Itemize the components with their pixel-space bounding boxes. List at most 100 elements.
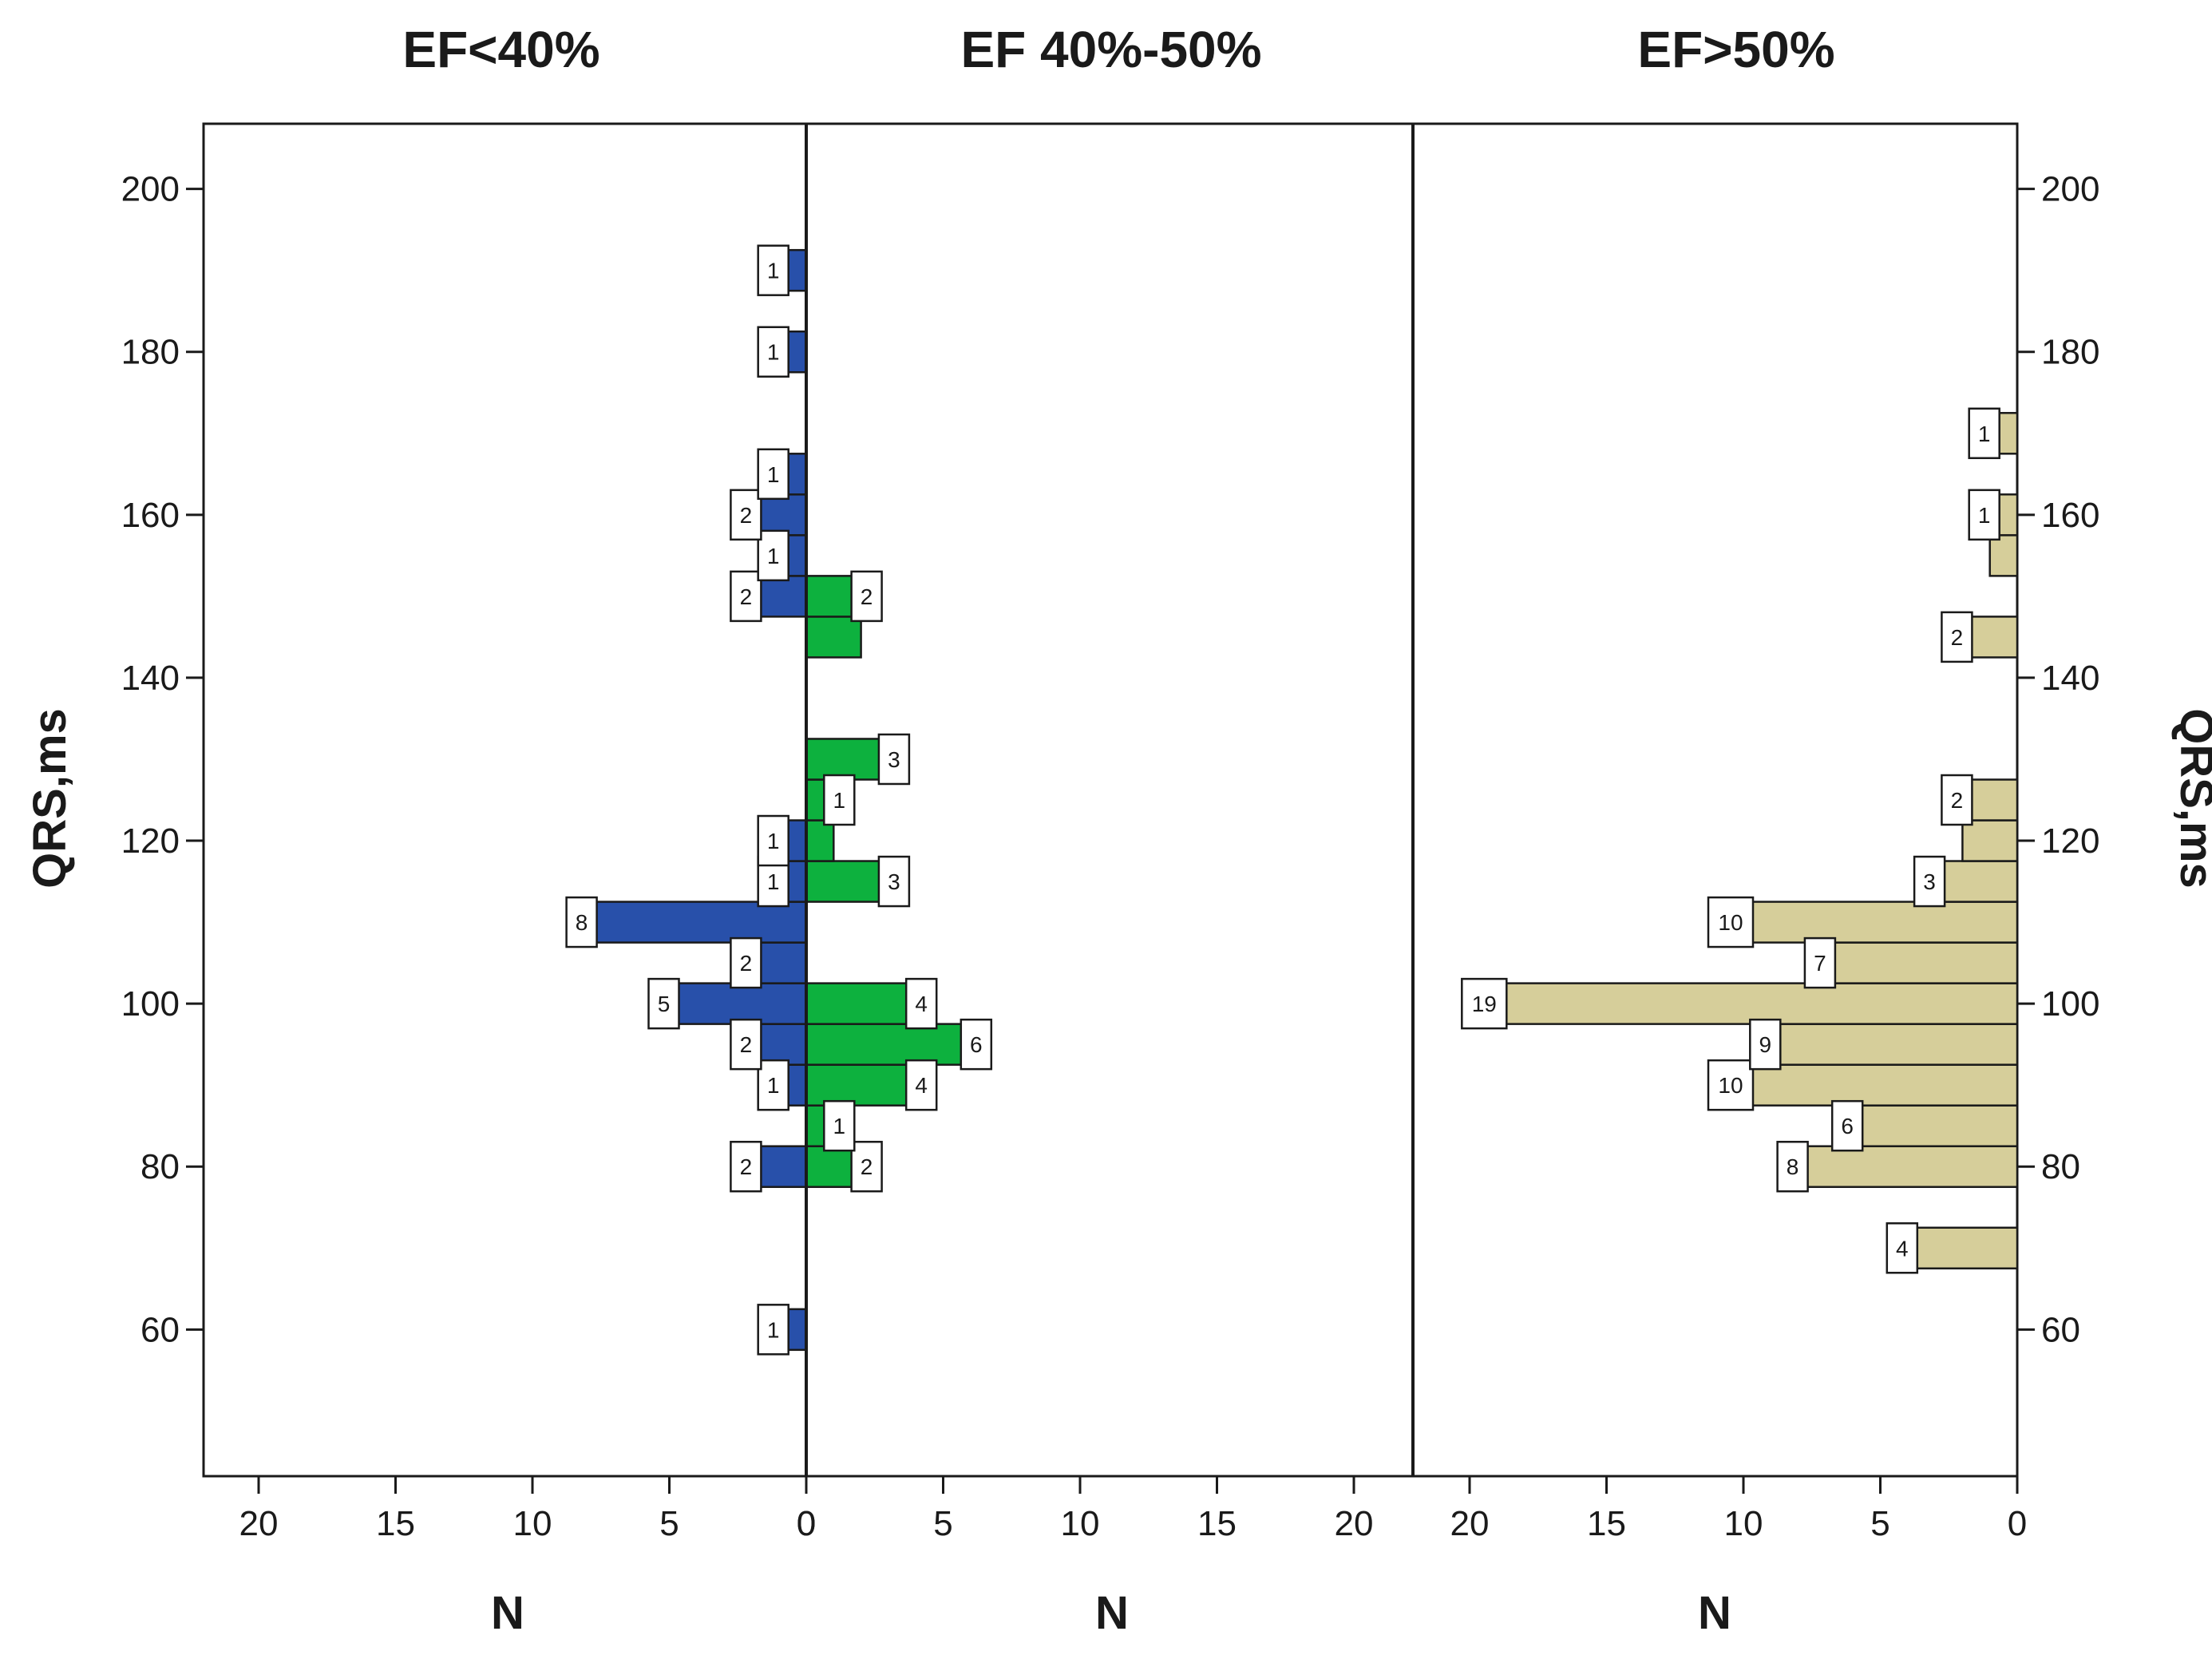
data-label-box <box>1749 1018 1782 1071</box>
data-label-box <box>757 448 789 501</box>
y-tick-label-right: 60 <box>2041 1310 2080 1349</box>
y-tick-label-left: 160 <box>121 496 180 535</box>
data-label-box <box>1941 774 1973 826</box>
data-label: 6 <box>1841 1114 1854 1138</box>
bar <box>1851 1104 2019 1147</box>
y-tick-label-left: 200 <box>121 170 180 209</box>
panel-title-ef-above-50: EF>50% <box>1637 21 1834 78</box>
data-label: 1 <box>767 259 780 283</box>
data-label: 10 <box>1718 910 1743 935</box>
data-label: 1 <box>767 869 780 894</box>
data-label-box <box>1913 855 1946 908</box>
data-label: 1 <box>767 1073 780 1098</box>
data-label-box <box>1830 1099 1864 1152</box>
x-tick-label: 20 <box>1335 1504 1374 1543</box>
bar <box>1770 1023 2019 1066</box>
y-tick-label-left: 60 <box>140 1310 180 1349</box>
data-label: 8 <box>1787 1154 1799 1179</box>
x-tick-label: 0 <box>797 1504 816 1543</box>
y-tick-label-right: 160 <box>2041 496 2099 535</box>
data-label: 7 <box>1814 951 1826 976</box>
data-label: 1 <box>767 1317 780 1342</box>
data-label: 9 <box>1759 1032 1772 1057</box>
data-label: 1 <box>1978 422 1991 446</box>
bar <box>805 738 890 781</box>
bar <box>1797 1145 2019 1188</box>
data-label-box <box>1707 1059 1755 1111</box>
x-tick-label: 15 <box>1587 1504 1626 1543</box>
bar <box>1742 901 2019 944</box>
data-label: 2 <box>740 1032 753 1057</box>
y-tick-label-right: 180 <box>2041 333 2099 372</box>
data-label: 2 <box>740 584 753 609</box>
data-label: 8 <box>576 910 588 935</box>
data-label-box <box>904 1059 938 1111</box>
data-label-box <box>1941 611 1973 663</box>
data-label-box <box>1707 896 1755 948</box>
bar <box>1933 860 2019 903</box>
x-tick-label: 15 <box>376 1504 415 1543</box>
x-tick-label: 10 <box>1061 1504 1100 1543</box>
y-tick-label-right: 200 <box>2041 170 2099 209</box>
data-label: 10 <box>1718 1073 1743 1098</box>
panel-title-ef-below-40: EF<40% <box>402 21 599 78</box>
bar <box>805 819 835 862</box>
data-label: 1 <box>767 462 780 487</box>
bar <box>1988 534 2019 577</box>
y-tick-label-right: 80 <box>2041 1147 2080 1186</box>
data-label: 5 <box>658 992 671 1016</box>
data-label: 4 <box>1896 1236 1909 1261</box>
data-label-box <box>730 1140 762 1193</box>
data-label: 2 <box>1951 788 1964 813</box>
bar <box>586 901 808 944</box>
data-label: 3 <box>1923 869 1936 894</box>
data-label-box <box>757 1059 789 1111</box>
data-label-box <box>565 896 598 948</box>
data-label-box <box>1461 977 1508 1030</box>
data-label-box <box>757 244 789 296</box>
data-label: 1 <box>833 1114 846 1138</box>
x-tick-label: 5 <box>1870 1504 1889 1543</box>
data-label-box <box>1776 1140 1809 1193</box>
data-label: 1 <box>767 340 780 365</box>
data-label-box <box>877 733 911 786</box>
data-label-box <box>757 1304 789 1356</box>
data-label: 4 <box>915 992 928 1016</box>
y-tick-label-right: 120 <box>2041 822 2099 861</box>
data-label-box <box>1968 489 2000 541</box>
y-axis-title-left: QRS,ms <box>24 708 76 889</box>
data-label: 2 <box>1951 625 1964 650</box>
data-label: 6 <box>970 1032 983 1057</box>
data-label-box <box>1968 407 2000 460</box>
bar <box>1742 1063 2019 1107</box>
data-label: 2 <box>740 951 753 976</box>
bar <box>1906 1226 2019 1270</box>
data-label: 4 <box>915 1073 928 1098</box>
data-label-box <box>904 977 938 1030</box>
y-tick-label-left: 180 <box>121 333 180 372</box>
data-label-box <box>730 570 762 623</box>
y-tick-label-left: 100 <box>121 984 180 1023</box>
data-label-box <box>647 977 680 1030</box>
x-tick-label: 10 <box>1724 1504 1763 1543</box>
bar <box>1824 941 2019 984</box>
data-label-box <box>1886 1222 1919 1274</box>
bar <box>805 616 862 659</box>
y-tick-label-left: 80 <box>140 1147 180 1186</box>
bar <box>1961 819 2019 862</box>
x-tick-label: 20 <box>1450 1504 1490 1543</box>
data-label: 3 <box>888 869 900 894</box>
data-label-box <box>877 855 911 908</box>
data-label-box <box>730 936 762 989</box>
x-axis-title-ef-40-50: N <box>1095 1587 1129 1639</box>
data-label: 1 <box>833 788 846 813</box>
x-tick-label: 10 <box>513 1504 552 1543</box>
bar <box>805 1023 972 1066</box>
y-tick-label-right: 100 <box>2041 984 2099 1023</box>
y-axis-title-right: QRS,ms <box>2170 708 2212 889</box>
